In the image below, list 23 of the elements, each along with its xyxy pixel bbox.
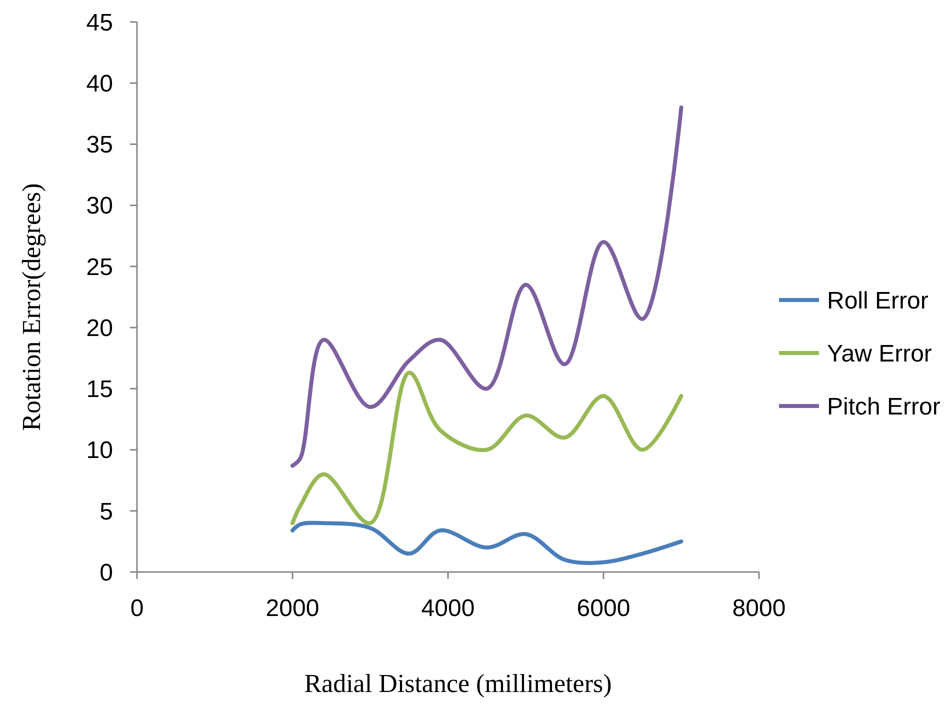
y-tick-label: 45 [86,9,113,36]
line-series [290,520,684,565]
x-tick-label: 2000 [266,595,320,622]
y-tick-label: 15 [86,376,113,404]
legend-label: Yaw Error [827,340,932,368]
y-tick-label: 30 [86,192,113,220]
line-series [290,370,684,526]
y-tick-label: 25 [86,254,113,281]
y-tick-label: 40 [86,70,113,98]
y-tick-label: 0 [100,559,113,586]
y-axis-title: Rotation Error(degrees) [17,183,46,431]
x-tick-label: 8000 [732,595,786,622]
x-tick-label: 4000 [421,595,475,622]
y-tick-label: 10 [86,437,113,464]
legend-label: Roll Error [827,287,928,314]
y-tick-label: 20 [86,314,113,342]
legend-label: Pitch Error [827,393,940,420]
x-axis-title: Radial Distance (millimeters) [304,669,612,698]
y-tick-label: 35 [86,132,113,159]
x-tick-label: 6000 [576,595,630,622]
x-tick-label: 0 [130,595,144,622]
y-tick-label: 5 [100,498,113,526]
line-series [290,106,684,468]
